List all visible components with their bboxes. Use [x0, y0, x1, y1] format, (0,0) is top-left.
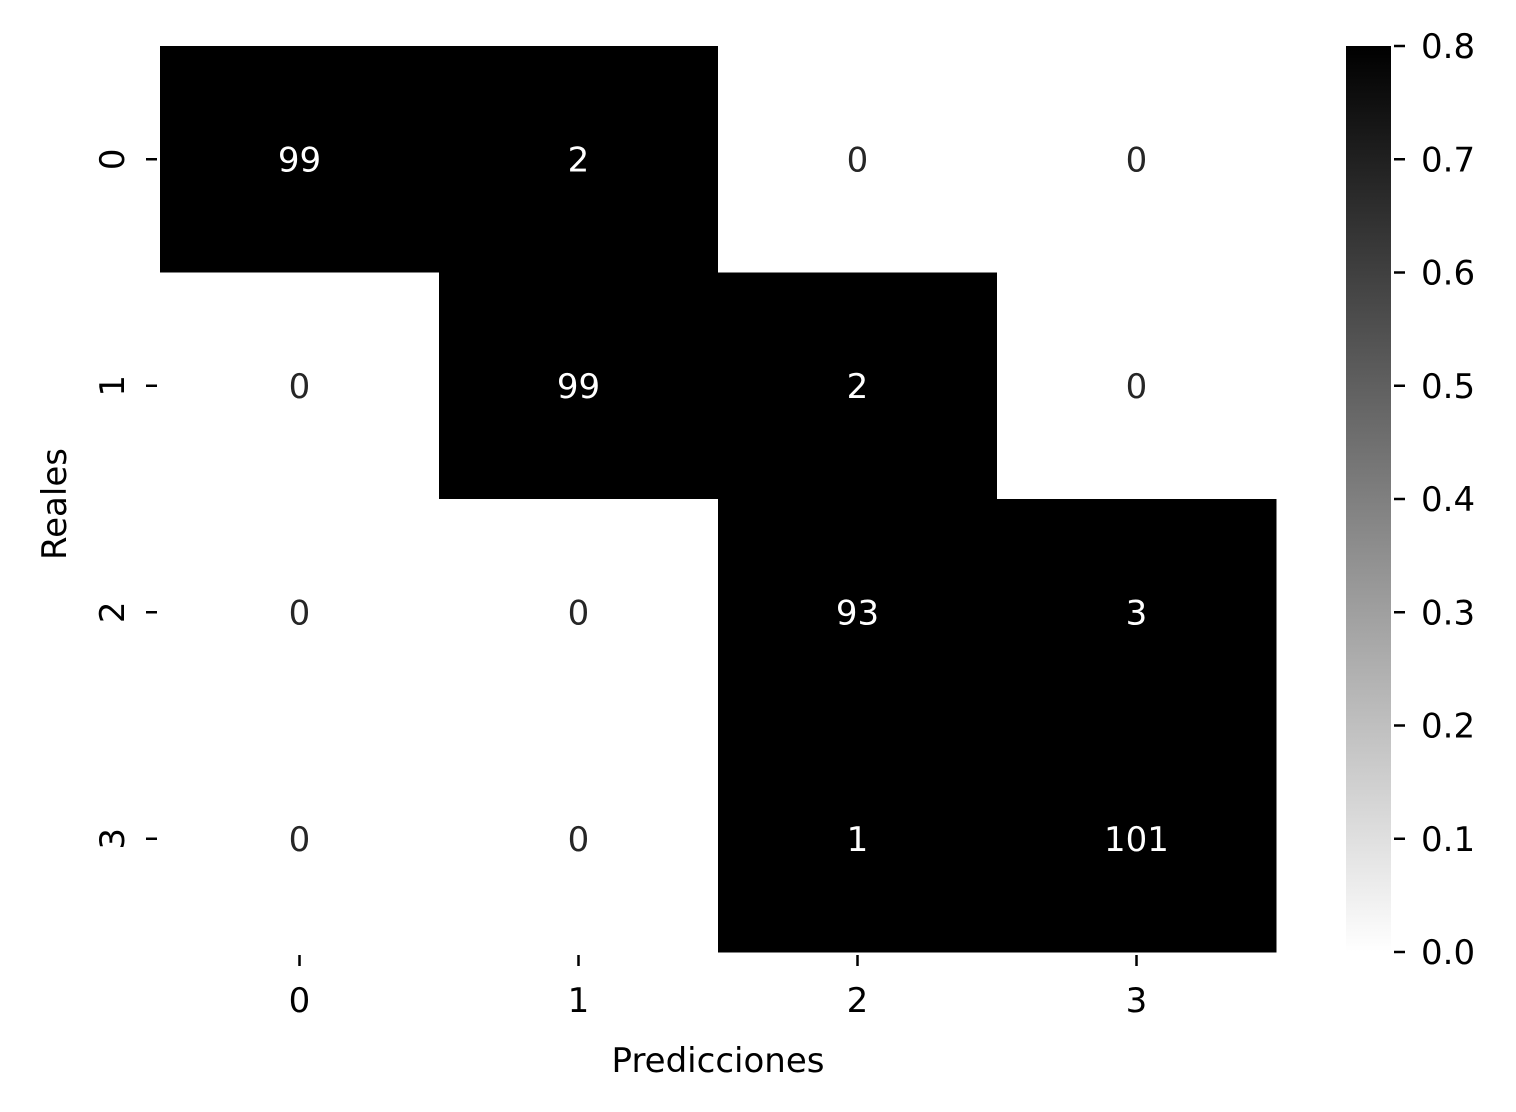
x-tick-label: 1 [568, 981, 590, 1021]
y-tick-label: 2 [93, 601, 133, 623]
cell-value-label: 2 [568, 140, 590, 180]
heatmap-cell [439, 272, 719, 500]
colorbar-tick-label: 0.6 [1421, 254, 1475, 294]
heatmap-cell [997, 46, 1277, 273]
heatmap-cells [160, 46, 1277, 953]
colorbar-tick-label: 0.2 [1421, 707, 1475, 747]
cell-value-label: 0 [568, 820, 590, 860]
x-tick-label: 3 [1126, 981, 1148, 1021]
cell-value-label: 1 [847, 820, 869, 860]
heatmap-cell [718, 46, 998, 273]
cell-value-label: 2 [847, 367, 869, 407]
cell-value-label: 0 [1126, 140, 1148, 180]
heatmap-cell-labels: 99 2 0 0 0 99 2 0 0 0 93 3 0 0 1 101 [278, 140, 1169, 860]
cell-value-label: 0 [847, 140, 869, 180]
y-tick-label: 3 [93, 828, 133, 850]
y-axis-ticks: 0 1 2 3 [93, 148, 157, 850]
colorbar-tick-label: 0.1 [1421, 820, 1475, 860]
heatmap-cell [718, 725, 998, 953]
cell-value-label: 0 [568, 593, 590, 633]
heatmap-cell [160, 499, 440, 726]
cell-value-label: 0 [289, 367, 311, 407]
colorbar-tick-label: 0.0 [1421, 933, 1475, 973]
heatmap-cell [997, 499, 1277, 726]
cell-value-label: 3 [1126, 593, 1148, 633]
x-axis-ticks: 0 1 2 3 [289, 955, 1148, 1021]
heatmap-cell [997, 272, 1277, 500]
cell-value-label: 93 [836, 593, 879, 633]
heatmap-cell [439, 725, 719, 953]
y-tick-label: 0 [93, 148, 133, 170]
cell-value-label: 0 [289, 593, 311, 633]
heatmap-cell [439, 46, 719, 273]
heatmap-cell [160, 272, 440, 500]
colorbar: 0.0 0.1 0.2 0.3 0.4 0.5 0.6 0.7 0.8 [1346, 27, 1475, 973]
colorbar-tick-label: 0.4 [1421, 480, 1475, 520]
heatmap-cell [718, 499, 998, 726]
heatmap-cell [718, 272, 998, 500]
heatmap-cell [160, 46, 440, 273]
y-tick-label: 1 [93, 375, 133, 397]
cell-value-label: 101 [1104, 820, 1169, 860]
colorbar-ticks: 0.0 0.1 0.2 0.3 0.4 0.5 0.6 0.7 0.8 [1394, 27, 1475, 973]
x-tick-label: 2 [847, 981, 869, 1021]
colorbar-tick-label: 0.3 [1421, 593, 1475, 633]
cell-value-label: 0 [1126, 367, 1148, 407]
cell-value-label: 99 [557, 367, 600, 407]
x-tick-label: 0 [289, 981, 311, 1021]
y-axis-label: Reales [35, 448, 75, 560]
colorbar-tick-label: 0.7 [1421, 140, 1475, 180]
colorbar-gradient [1346, 46, 1391, 952]
cell-value-label: 99 [278, 140, 321, 180]
heatmap-cell [439, 499, 719, 726]
heatmap-cell [997, 725, 1277, 953]
colorbar-tick-label: 0.5 [1421, 367, 1475, 407]
heatmap-cell [160, 725, 440, 953]
colorbar-tick-label: 0.8 [1421, 27, 1475, 67]
cell-value-label: 0 [289, 820, 311, 860]
x-axis-label: Predicciones [612, 1041, 825, 1081]
